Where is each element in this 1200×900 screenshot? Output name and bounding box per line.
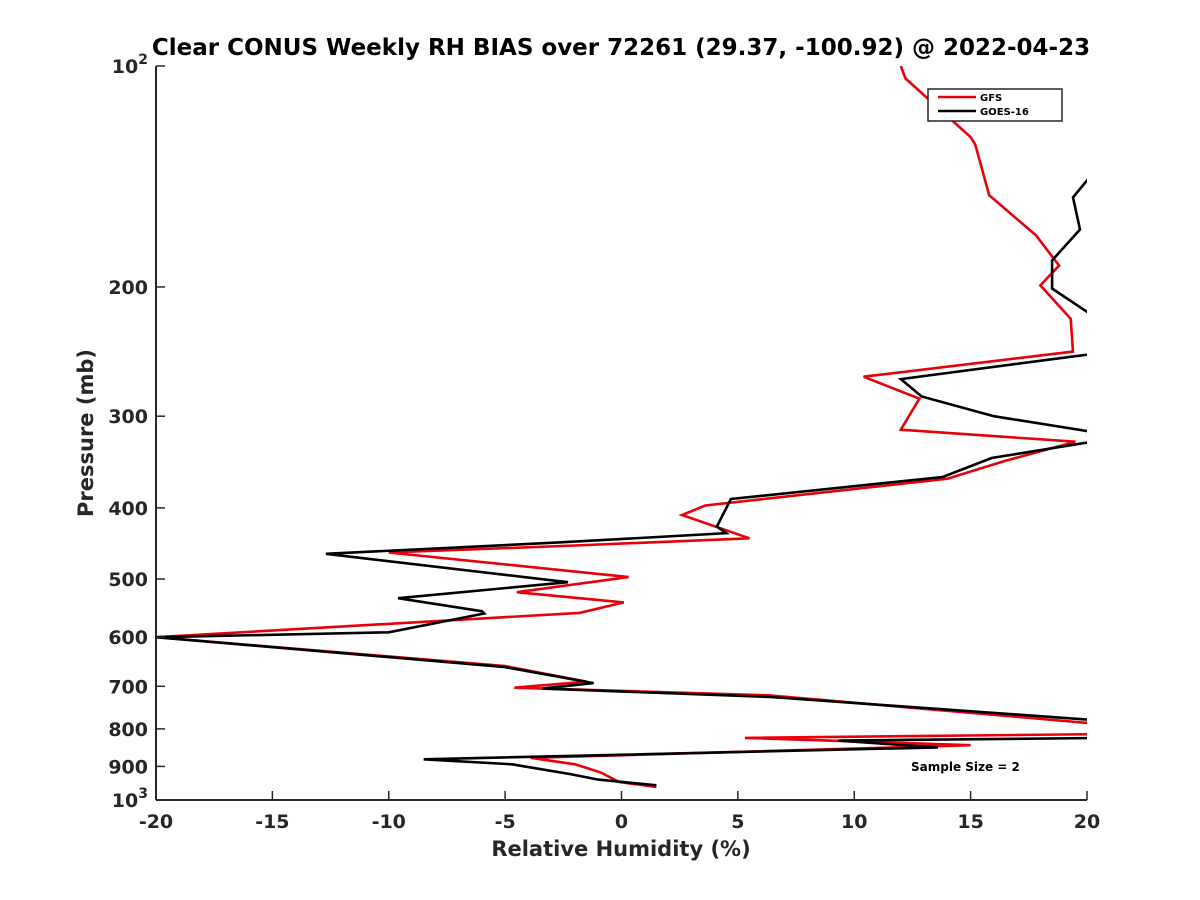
y-tick-label: 400: [108, 498, 148, 520]
y-tick-label: 500: [108, 569, 148, 591]
sample-size-annotation: Sample Size = 2: [911, 760, 1020, 774]
x-tick-label: 0: [615, 811, 628, 833]
legend: GFS GOES-16: [927, 88, 1063, 122]
x-tick-label: -5: [495, 811, 516, 833]
x-ticks: -20 -15 -10 -5 0 5 10 15 20: [139, 791, 1100, 833]
legend-label-goes16: GOES-16: [980, 107, 1029, 118]
x-axis-label: Relative Humidity (%): [491, 837, 750, 861]
x-tick-label: -20: [139, 811, 173, 833]
chart-title: Clear CONUS Weekly RH BIAS over 72261 (2…: [152, 35, 1090, 61]
x-tick-label: 10: [841, 811, 867, 833]
x-tick-label: 5: [731, 811, 744, 833]
y-tick-label: 700: [108, 676, 148, 698]
y-tick-label: 800: [108, 719, 148, 741]
y-tick-label: 102: [112, 52, 148, 78]
x-tick-label: 20: [1074, 811, 1100, 833]
legend-label-gfs: GFS: [980, 93, 1002, 104]
y-tick-label: 103: [112, 786, 148, 812]
series-layer: [156, 66, 1087, 789]
legend-box: [927, 88, 1063, 122]
y-ticks: 102 200 300 400 500 600 700 800 900 103: [108, 52, 165, 812]
x-tick-label: -10: [372, 811, 406, 833]
y-tick-label: 900: [108, 756, 148, 778]
series-line-goes16: [156, 178, 1087, 787]
y-tick-label: 600: [108, 627, 148, 649]
y-tick-label: 300: [108, 406, 148, 428]
x-tick-label: 15: [957, 811, 983, 833]
y-axis-label: Pressure (mb): [74, 349, 98, 517]
x-tick-label: -15: [255, 811, 289, 833]
y-tick-label: 200: [108, 277, 148, 299]
